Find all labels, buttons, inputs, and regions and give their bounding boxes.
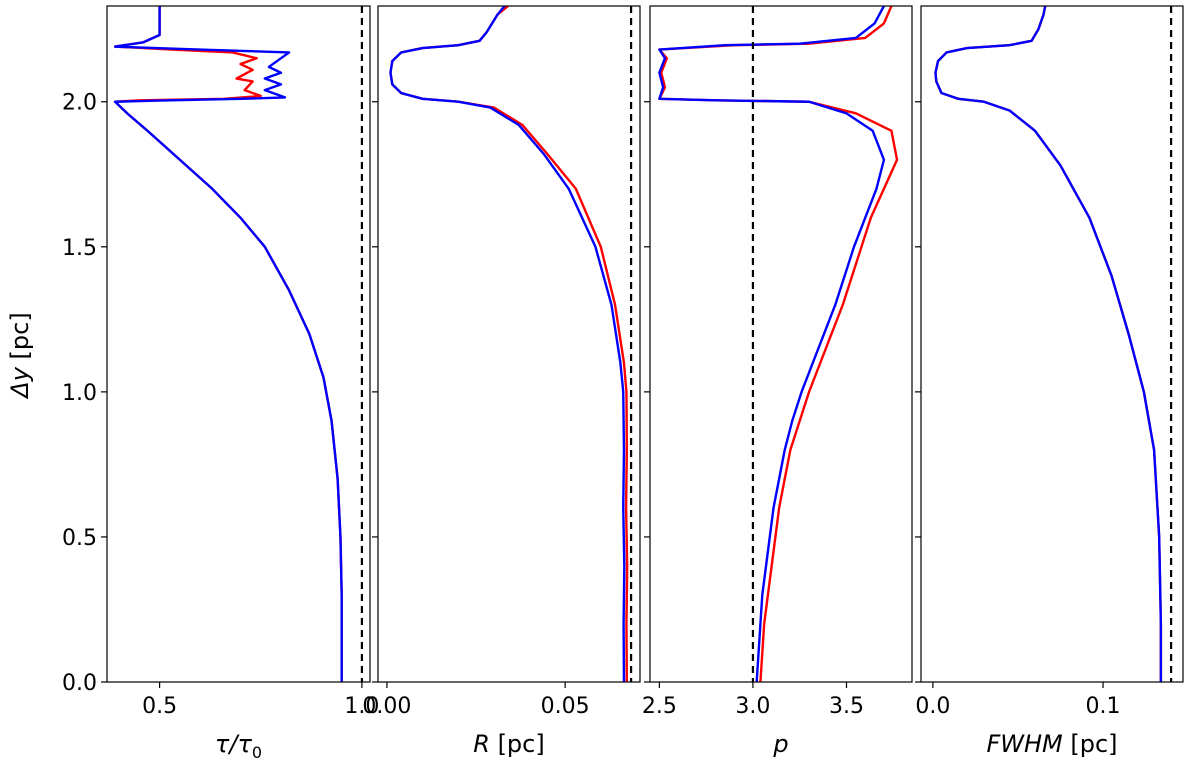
panel-3: 2.5 3.0 3.5 p <box>642 5 913 758</box>
panel-frame <box>649 5 913 683</box>
x-tick-label: 2.5 <box>642 694 677 719</box>
series-line-blue <box>658 6 886 682</box>
x-axis-label: R [pc] <box>473 730 544 758</box>
x-axis-label: FWHM [pc] <box>986 730 1117 758</box>
x-axis-label-main: R <box>473 730 490 758</box>
series-line-red <box>658 6 899 682</box>
x-axis-label: τ/τ0 <box>215 730 262 762</box>
x-tick-label: 0.5 <box>142 694 177 719</box>
y-tick-label: 1.0 <box>62 381 97 406</box>
x-tick-label: 1.0 <box>344 694 379 719</box>
series-line-blue <box>934 6 1163 682</box>
panel-4: 0.0 0.1 FWHM [pc] <box>915 5 1184 758</box>
y-tick-label: 2.0 <box>62 91 97 116</box>
panel-frame <box>920 5 1184 683</box>
x-axis-label: p <box>772 730 788 758</box>
x-axis-label-main: p <box>772 730 788 758</box>
y-tick-label: 0.0 <box>62 671 97 696</box>
series-line-red <box>934 6 1163 682</box>
series-line-red <box>113 6 343 682</box>
series-line-blue <box>113 6 343 682</box>
panel-frame <box>377 5 641 683</box>
panel-1: 0.0 0.5 1.0 1.5 2.0 0.5 1.0 τ/τ0 <box>62 5 379 762</box>
y-axis-label: Δy [pc] <box>6 312 34 399</box>
x-tick-label: 3.0 <box>735 694 770 719</box>
x-tick-label: 0.00 <box>362 694 411 719</box>
panel-frame <box>106 5 371 683</box>
panel-2: 0.00 0.05 R [pc] <box>362 5 641 758</box>
series-line-red <box>389 6 629 682</box>
x-tick-label: 0.0 <box>915 694 950 719</box>
x-axis-label-unit: [pc] <box>490 730 545 758</box>
x-tick-label: 3.5 <box>829 694 864 719</box>
series-line-blue <box>389 6 626 682</box>
x-axis-label-unit: [pc] <box>1063 730 1118 758</box>
y-tick-label: 0.5 <box>62 526 97 551</box>
x-tick-label: 0.05 <box>541 694 590 719</box>
x-axis-label-main: FWHM <box>986 730 1063 758</box>
x-tick-label: 0.1 <box>1086 694 1121 719</box>
y-tick-label: 1.5 <box>62 236 97 261</box>
x-axis-label-subscript: 0 <box>252 743 262 762</box>
x-axis-label-main: τ/τ <box>215 730 253 758</box>
